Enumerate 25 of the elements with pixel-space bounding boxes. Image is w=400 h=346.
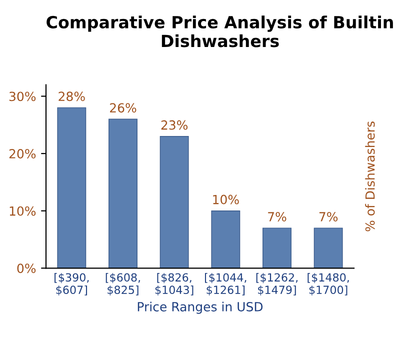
y-axis-title: % of Dishwashers	[365, 122, 375, 232]
bar	[108, 118, 138, 268]
data-label: 26%	[110, 103, 136, 113]
data-label: 28%	[58, 92, 85, 102]
chart-title: Comparative Price Analysis of Builtin Dishwashers	[46, 16, 393, 48]
data-label: 7%	[319, 212, 338, 222]
y-tick-label: 0%	[17, 264, 36, 274]
x-tick-label: [$826, $1043]	[155, 273, 194, 296]
bar	[211, 210, 240, 268]
y-tick-label: 30%	[9, 92, 36, 102]
bar	[160, 136, 189, 268]
bar	[314, 228, 343, 268]
x-tick-label: [$608, $825]	[106, 273, 140, 296]
y-tick-label: 10%	[10, 206, 36, 216]
y-tick-label: 20%	[9, 149, 36, 158]
x-axis-title: Price Ranges in USD	[138, 302, 263, 314]
bar	[262, 228, 292, 268]
data-label: 7%	[268, 212, 286, 222]
data-label: 23%	[161, 120, 188, 130]
data-label: 10%	[213, 194, 239, 204]
x-tick-label: [$1262, $1479]	[256, 273, 298, 296]
x-tick-label: [$1480, $1700]	[308, 273, 349, 296]
x-tick-label: [$1044, $1261]	[205, 273, 246, 296]
x-tick-label: [$390, $607]	[54, 273, 89, 296]
bar	[57, 107, 86, 268]
